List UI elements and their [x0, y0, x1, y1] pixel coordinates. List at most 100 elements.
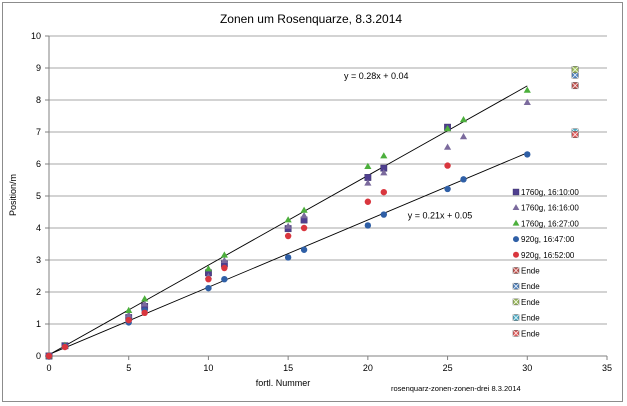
chart-title: Zonen um Rosenquarze, 8.3.2014	[220, 12, 402, 26]
data-point	[380, 188, 387, 196]
x-tick-label: 35	[602, 363, 612, 373]
data-point	[459, 133, 468, 140]
x-tick-label: 5	[126, 363, 131, 373]
data-point	[141, 309, 148, 316]
data-point	[45, 352, 53, 360]
x-tick-label: 15	[283, 363, 293, 373]
x-tick-labels: 0 5 10 15 20 25 30 35	[46, 363, 612, 373]
data-point	[125, 316, 132, 324]
legend-entry: Ende	[521, 314, 540, 323]
legend-entry: Ende	[521, 282, 540, 291]
data-point	[284, 222, 292, 229]
data-point	[221, 276, 228, 283]
legend-entry: 920g, 16:52:00	[521, 251, 575, 260]
trendline-equation: y = 0.28x + 0.04	[344, 71, 409, 81]
data-point	[220, 256, 228, 264]
data-point	[300, 212, 308, 219]
chart-footer: rosenquarz-zonen-zonen-drei 8.3.2014	[391, 384, 521, 393]
data-point	[364, 162, 372, 169]
x-tick-label: 10	[203, 363, 213, 373]
data-point	[512, 314, 520, 321]
data-point	[300, 206, 308, 213]
x-tick-label: 25	[443, 363, 453, 373]
data-point	[524, 151, 531, 158]
data-point	[512, 298, 520, 306]
data-point	[523, 98, 531, 105]
y-tick-label: 6	[36, 159, 41, 169]
data-point	[513, 236, 519, 243]
data-point	[61, 343, 69, 351]
data-point	[284, 254, 292, 261]
data-point	[364, 179, 372, 186]
chart-frame: Zonen um Rosenquarze, 8.3.2014 0 1 2 3 4 5 6 7 8…	[2, 2, 623, 402]
legend-entry: Ende	[521, 298, 540, 307]
data-point	[380, 169, 388, 176]
data-point	[364, 222, 372, 229]
data-point	[443, 125, 452, 132]
data-point	[571, 66, 579, 74]
y-tick-label: 4	[36, 223, 41, 233]
data-point	[284, 232, 292, 240]
data-point	[571, 82, 579, 90]
legend-entry: 1760g, 16:16:00	[521, 204, 579, 213]
data-point	[443, 143, 452, 150]
data-point	[141, 300, 149, 307]
y-axis-label: Position/m	[8, 174, 18, 216]
data-point	[460, 176, 467, 183]
y-tick-label: 9	[36, 63, 41, 73]
y-tick-label: 10	[31, 31, 41, 41]
data-point	[205, 284, 212, 292]
data-point	[444, 162, 451, 169]
marker-cross	[512, 314, 520, 321]
marker-cross	[571, 131, 579, 139]
y-tick-label: 2	[36, 287, 41, 297]
y-tick-label: 7	[36, 127, 41, 137]
data-point	[141, 295, 149, 302]
legend-entry: 1760g, 16:10:00	[521, 188, 579, 197]
legend-entry: Ende	[521, 267, 540, 276]
x-tick-label: 30	[522, 363, 532, 373]
marker-cross	[571, 66, 579, 74]
y-tick-label: 1	[36, 319, 41, 329]
data-point	[300, 246, 308, 253]
grid-lines	[49, 35, 607, 325]
x-axis-label: fortl. Nummer	[256, 378, 311, 388]
y-tick-label: 5	[36, 191, 41, 201]
data-point	[512, 219, 520, 226]
data-point	[512, 282, 520, 290]
data-point	[512, 267, 520, 274]
marker-cross	[512, 298, 520, 306]
chart-svg: Zonen um Rosenquarze, 8.3.2014 0 1 2 3 4 5 6 7 8…	[8, 12, 612, 393]
data-point	[300, 224, 308, 232]
trendlines: y = 0.28x + 0.04 y = 0.21x + 0.05	[48, 71, 528, 356]
data-point	[380, 211, 387, 218]
data-point	[512, 330, 520, 337]
marker-cross	[512, 267, 520, 274]
trendline-equation: y = 0.21x + 0.05	[408, 210, 473, 220]
x-tick-label: 0	[46, 363, 51, 373]
data-point	[512, 188, 520, 196]
legend-entry: 920g, 16:47:00	[521, 235, 575, 244]
marker-cross	[512, 330, 520, 337]
data-point	[459, 116, 468, 123]
data-point	[571, 131, 579, 139]
marker-cross	[512, 282, 520, 290]
legend-entry: Ende	[521, 329, 540, 338]
data-point	[284, 216, 292, 223]
y-tick-label: 8	[36, 95, 41, 105]
data-point	[364, 198, 372, 205]
data-point	[205, 276, 212, 283]
y-tick-label: 3	[36, 255, 41, 265]
legend-entry: 1760g, 16:27:00	[521, 219, 579, 228]
data-point	[523, 86, 531, 93]
marker-cross	[571, 82, 579, 90]
y-tick-label: 0	[36, 351, 41, 361]
x-tick-label: 20	[363, 363, 373, 373]
data-point	[220, 251, 228, 258]
data-point	[513, 251, 519, 258]
data-point	[125, 311, 133, 318]
data-point	[221, 264, 228, 272]
legend: 1760g, 16:10:00 1760g, 16:16:00 1760g, 16:…	[512, 188, 579, 338]
data-point	[512, 204, 520, 210]
data-point	[204, 265, 213, 272]
